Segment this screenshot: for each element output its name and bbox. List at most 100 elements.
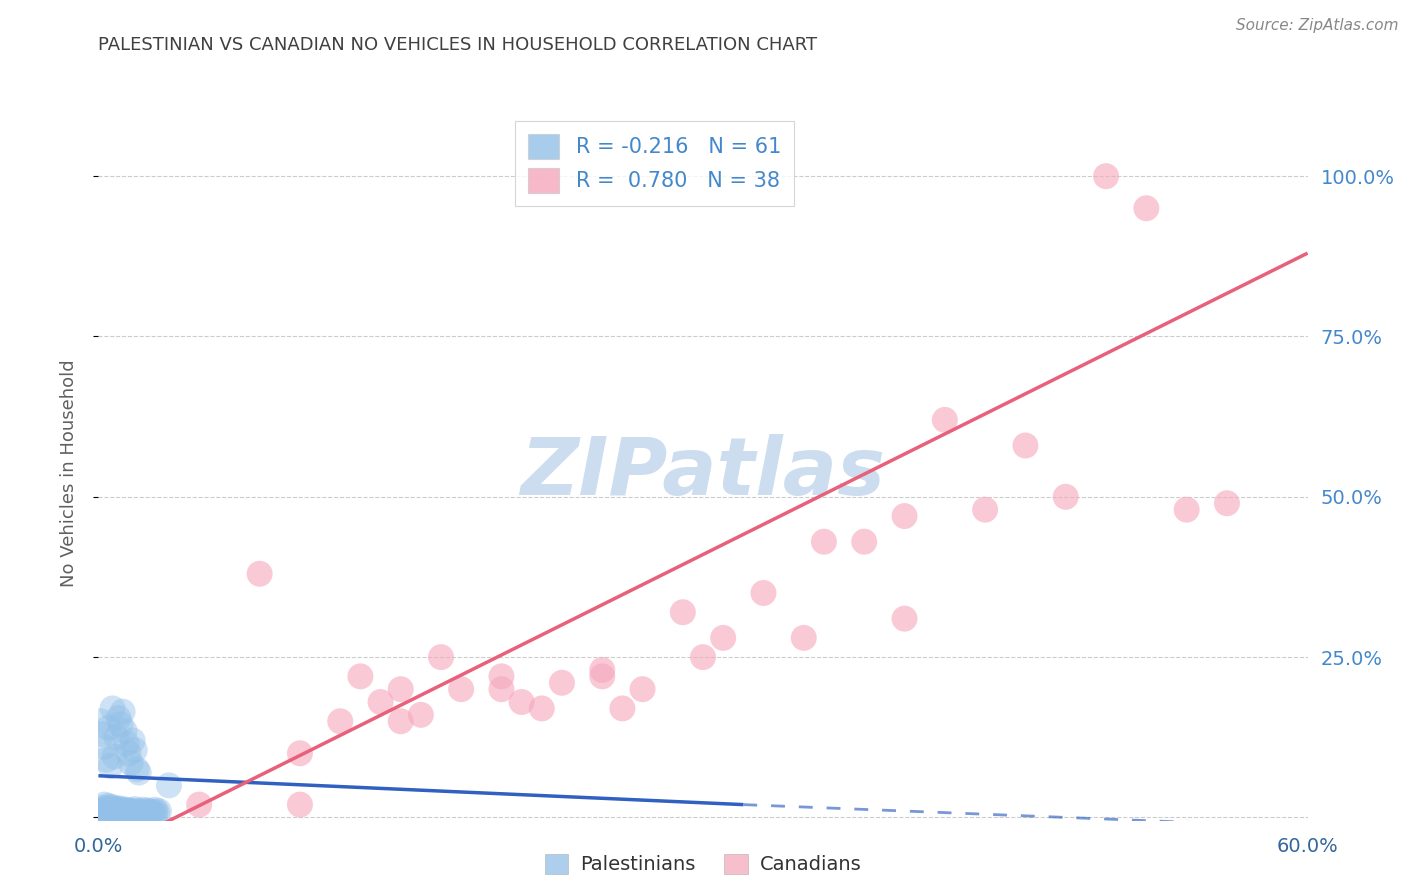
Point — [711, 631, 734, 645]
Point — [288, 797, 311, 812]
Point — [97, 801, 120, 815]
Point — [115, 803, 138, 817]
Point — [97, 721, 120, 735]
Point — [491, 669, 513, 683]
Point — [105, 802, 128, 816]
Legend: R = -0.216   N = 61, R =  0.780   N = 38: R = -0.216 N = 61, R = 0.780 N = 38 — [516, 121, 794, 205]
Point — [1216, 496, 1239, 510]
Point — [93, 803, 115, 817]
Point — [813, 534, 835, 549]
Point — [120, 756, 142, 770]
Point — [138, 804, 160, 818]
Point — [370, 695, 392, 709]
Point — [125, 762, 148, 776]
Point — [793, 631, 815, 645]
Point — [631, 682, 654, 697]
Point — [134, 805, 156, 820]
Point — [105, 801, 128, 815]
Point — [1135, 201, 1157, 215]
Point — [288, 747, 311, 761]
Point — [450, 682, 472, 697]
Point — [510, 695, 533, 709]
Point — [249, 566, 271, 581]
Point — [1095, 169, 1118, 184]
Point — [128, 765, 150, 780]
Point — [188, 797, 211, 812]
Point — [591, 669, 613, 683]
Point — [118, 804, 141, 818]
Point — [157, 778, 180, 792]
Point — [111, 705, 134, 719]
Point — [118, 747, 141, 761]
Point — [551, 675, 574, 690]
Point — [97, 798, 120, 813]
Point — [124, 743, 146, 757]
Point — [103, 749, 125, 764]
Point — [128, 805, 150, 820]
Text: PALESTINIAN VS CANADIAN NO VEHICLES IN HOUSEHOLD CORRELATION CHART: PALESTINIAN VS CANADIAN NO VEHICLES IN H… — [98, 36, 817, 54]
Point — [612, 701, 634, 715]
Point — [409, 707, 432, 722]
Point — [101, 800, 124, 814]
Point — [91, 805, 114, 820]
Point — [93, 797, 115, 812]
Point — [329, 714, 352, 729]
Point — [91, 801, 114, 815]
Point — [89, 714, 111, 729]
Point — [934, 413, 956, 427]
Point — [124, 805, 146, 820]
Point — [93, 739, 115, 754]
Point — [129, 805, 152, 819]
Point — [143, 803, 166, 817]
Point — [752, 586, 775, 600]
Point — [1014, 438, 1036, 452]
Point — [139, 805, 162, 820]
Point — [121, 805, 143, 820]
Point — [148, 804, 170, 818]
Point — [111, 803, 134, 817]
Point — [114, 723, 136, 738]
Point — [132, 806, 155, 821]
Text: ZIPatlas: ZIPatlas — [520, 434, 886, 512]
Point — [692, 650, 714, 665]
Legend: Palestinians, Canadians: Palestinians, Canadians — [537, 847, 869, 882]
Point — [591, 663, 613, 677]
Point — [430, 650, 453, 665]
Point — [118, 805, 141, 819]
Point — [115, 737, 138, 751]
Point — [1054, 490, 1077, 504]
Point — [146, 805, 169, 820]
Point — [96, 753, 118, 767]
Point — [853, 534, 876, 549]
Point — [530, 701, 553, 715]
Point — [101, 803, 124, 817]
Point — [114, 805, 136, 820]
Point — [105, 731, 128, 745]
Point — [389, 682, 412, 697]
Point — [91, 727, 114, 741]
Text: Source: ZipAtlas.com: Source: ZipAtlas.com — [1236, 18, 1399, 33]
Point — [110, 717, 132, 731]
Y-axis label: No Vehicles in Household: No Vehicles in Household — [59, 359, 77, 587]
Point — [107, 805, 129, 820]
Point — [120, 803, 142, 817]
Point — [491, 682, 513, 697]
Point — [89, 804, 111, 818]
Point — [125, 804, 148, 818]
Point — [893, 612, 915, 626]
Point — [389, 714, 412, 729]
Point — [672, 605, 695, 619]
Point — [132, 803, 155, 817]
Point — [101, 701, 124, 715]
Point — [349, 669, 371, 683]
Point — [135, 803, 157, 817]
Point — [1175, 502, 1198, 516]
Point — [143, 807, 166, 822]
Point — [142, 805, 165, 819]
Point — [107, 711, 129, 725]
Point — [124, 802, 146, 816]
Point — [110, 801, 132, 815]
Point — [100, 759, 122, 773]
Point — [96, 805, 118, 820]
Point — [111, 804, 134, 818]
